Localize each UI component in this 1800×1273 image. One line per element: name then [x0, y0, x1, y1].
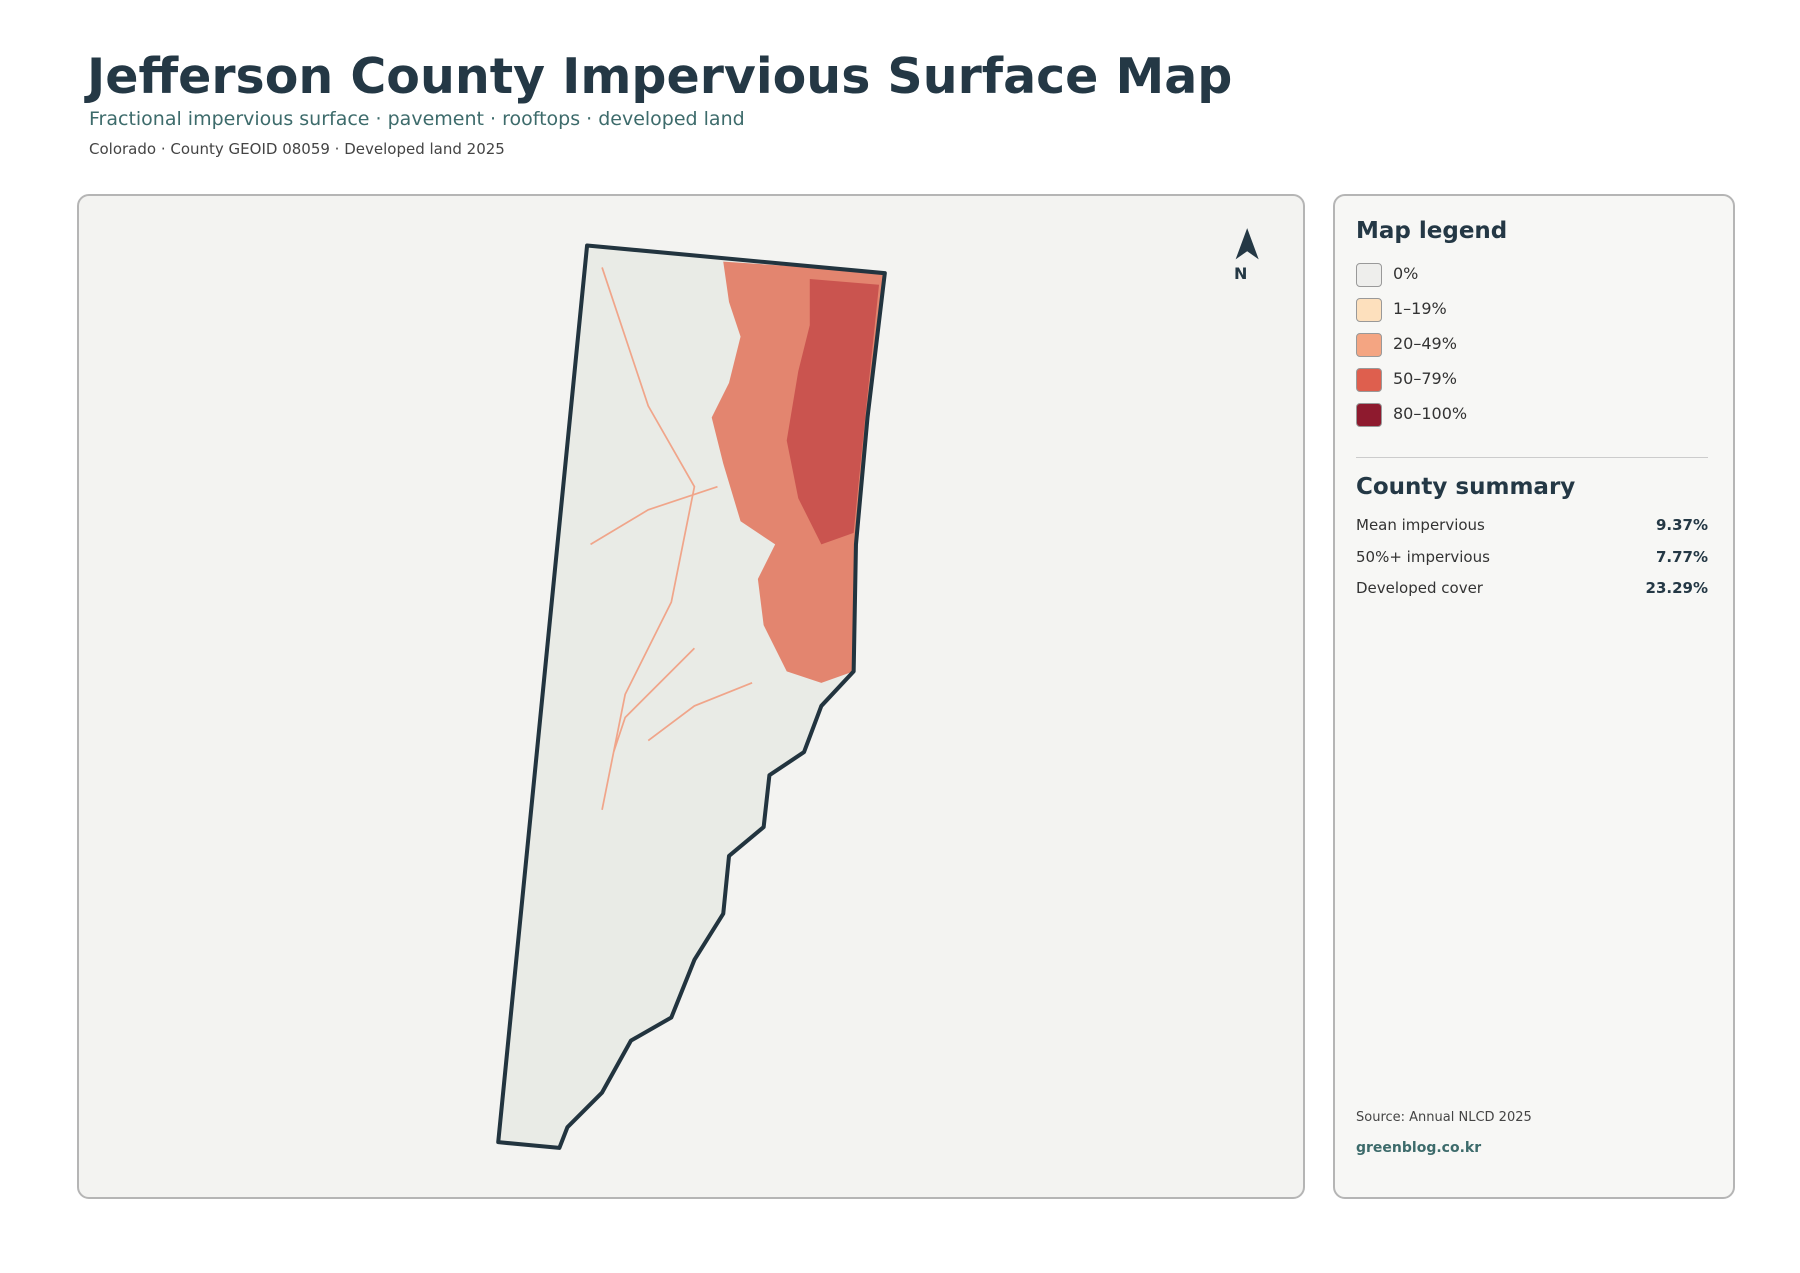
legend-label: 0% [1393, 264, 1419, 283]
map [496, 228, 1259, 1150]
summary-value: 7.77% [1655, 547, 1708, 566]
legend-swatch [1356, 298, 1382, 322]
summary-value: 9.37% [1655, 516, 1708, 534]
north-arrow [1235, 228, 1259, 260]
north-label: N [1234, 264, 1248, 283]
title: Jefferson County Impervious Surface Map [87, 48, 1233, 105]
map-panel [77, 194, 1305, 1199]
source: Source: Annual NLCD 2025 [1356, 1110, 1532, 1125]
legend-label: 80–100% [1393, 404, 1468, 423]
roads [590, 267, 753, 810]
meta: Colorado · County GEOID 08059 · Develope… [89, 140, 505, 158]
legend-swatch [1356, 403, 1382, 427]
legend-label: 50–79% [1393, 369, 1457, 388]
legend-swatch [1356, 368, 1382, 392]
subtitle: Fractional impervious surface · pavement… [89, 108, 745, 130]
county-boundary [496, 243, 887, 1150]
legend-label: 1–19% [1393, 299, 1447, 318]
summary-label: Mean impervious [1356, 516, 1485, 534]
legend-swatch [1356, 263, 1382, 287]
side-panel [1333, 194, 1735, 1199]
legend-title: Map legend [1356, 218, 1508, 244]
urban-core [786, 278, 880, 545]
summary-label: 50%+ impervious [1356, 547, 1490, 566]
site: greenblog.co.kr [1356, 1140, 1482, 1156]
divider [1356, 457, 1708, 458]
summary-label: Developed cover [1356, 579, 1483, 597]
legend-label: 20–49% [1393, 334, 1457, 353]
legend-swatch [1356, 333, 1382, 357]
summary-title: County summary [1356, 474, 1576, 500]
summary-value: 23.29% [1645, 579, 1708, 597]
